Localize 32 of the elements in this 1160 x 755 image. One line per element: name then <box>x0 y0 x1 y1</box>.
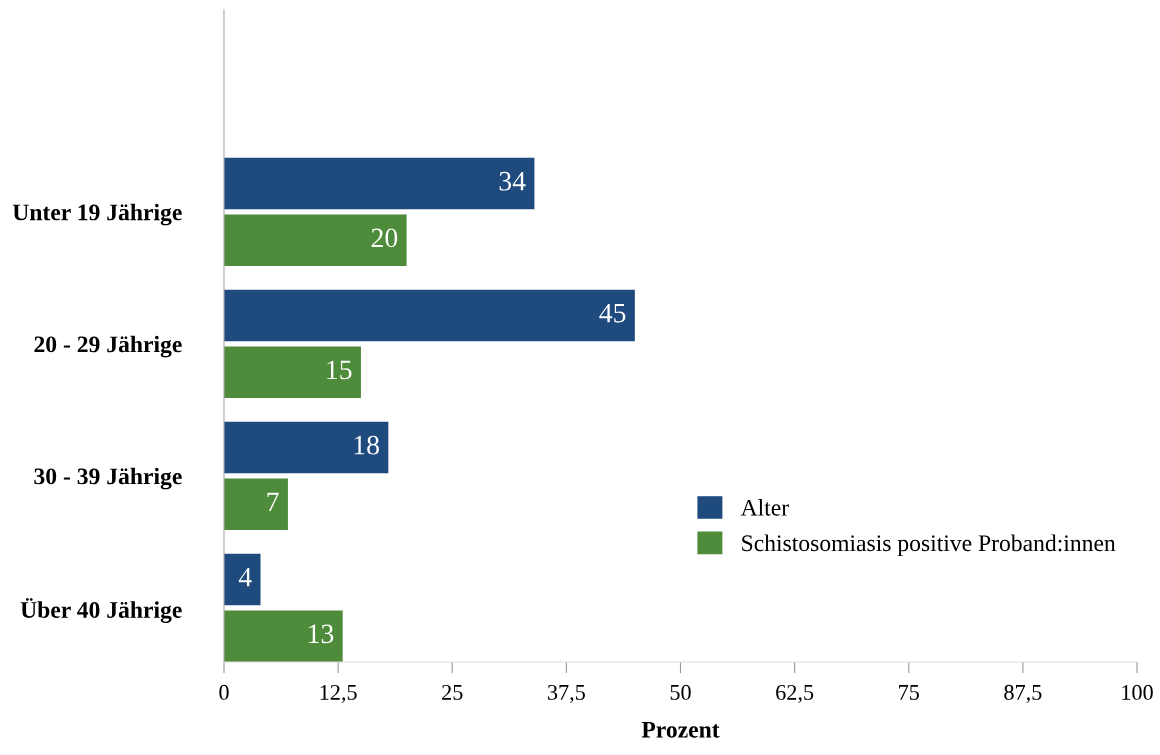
legend-label: Schistosomiasis positive Proband:innen <box>742 534 1116 556</box>
bar <box>224 289 635 342</box>
y-tick-label: Unter 19 Jährige <box>12 203 182 226</box>
bar <box>224 478 288 531</box>
data-label: 4 <box>238 567 252 587</box>
bar <box>224 214 407 267</box>
data-label: 13 <box>309 624 334 644</box>
y-tick-label: 20 - 29 Jährige <box>34 335 182 358</box>
y-tick-label: 30 - 39 Jährige <box>34 467 182 490</box>
data-label: 45 <box>599 303 626 323</box>
x-tick-label: 50 <box>670 684 691 700</box>
x-tick-label: 37,5 <box>547 684 585 704</box>
x-tick-label: 100 <box>1122 684 1153 700</box>
data-label: 20 <box>371 228 398 248</box>
x-tick-label: 75 <box>899 685 919 700</box>
data-label: 7 <box>267 492 279 511</box>
bar <box>224 157 535 210</box>
x-tick-label: 25 <box>442 684 463 700</box>
bar <box>224 421 389 474</box>
data-label: 15 <box>327 360 352 380</box>
x-tick-label: 0 <box>219 684 229 700</box>
x-axis-title: Prozent <box>641 721 720 738</box>
data-label: 34 <box>499 171 526 191</box>
bar <box>224 553 261 606</box>
bar <box>224 610 343 662</box>
x-tick-label: 87,5 <box>1004 684 1042 704</box>
y-tick-label: Über 40 Jährige <box>20 598 182 623</box>
x-tick-label: 12,5 <box>320 684 357 704</box>
legend-label: Alter <box>740 499 789 516</box>
x-tick-label: 62,5 <box>776 684 814 704</box>
data-label: 18 <box>354 435 379 455</box>
bar <box>224 346 361 399</box>
